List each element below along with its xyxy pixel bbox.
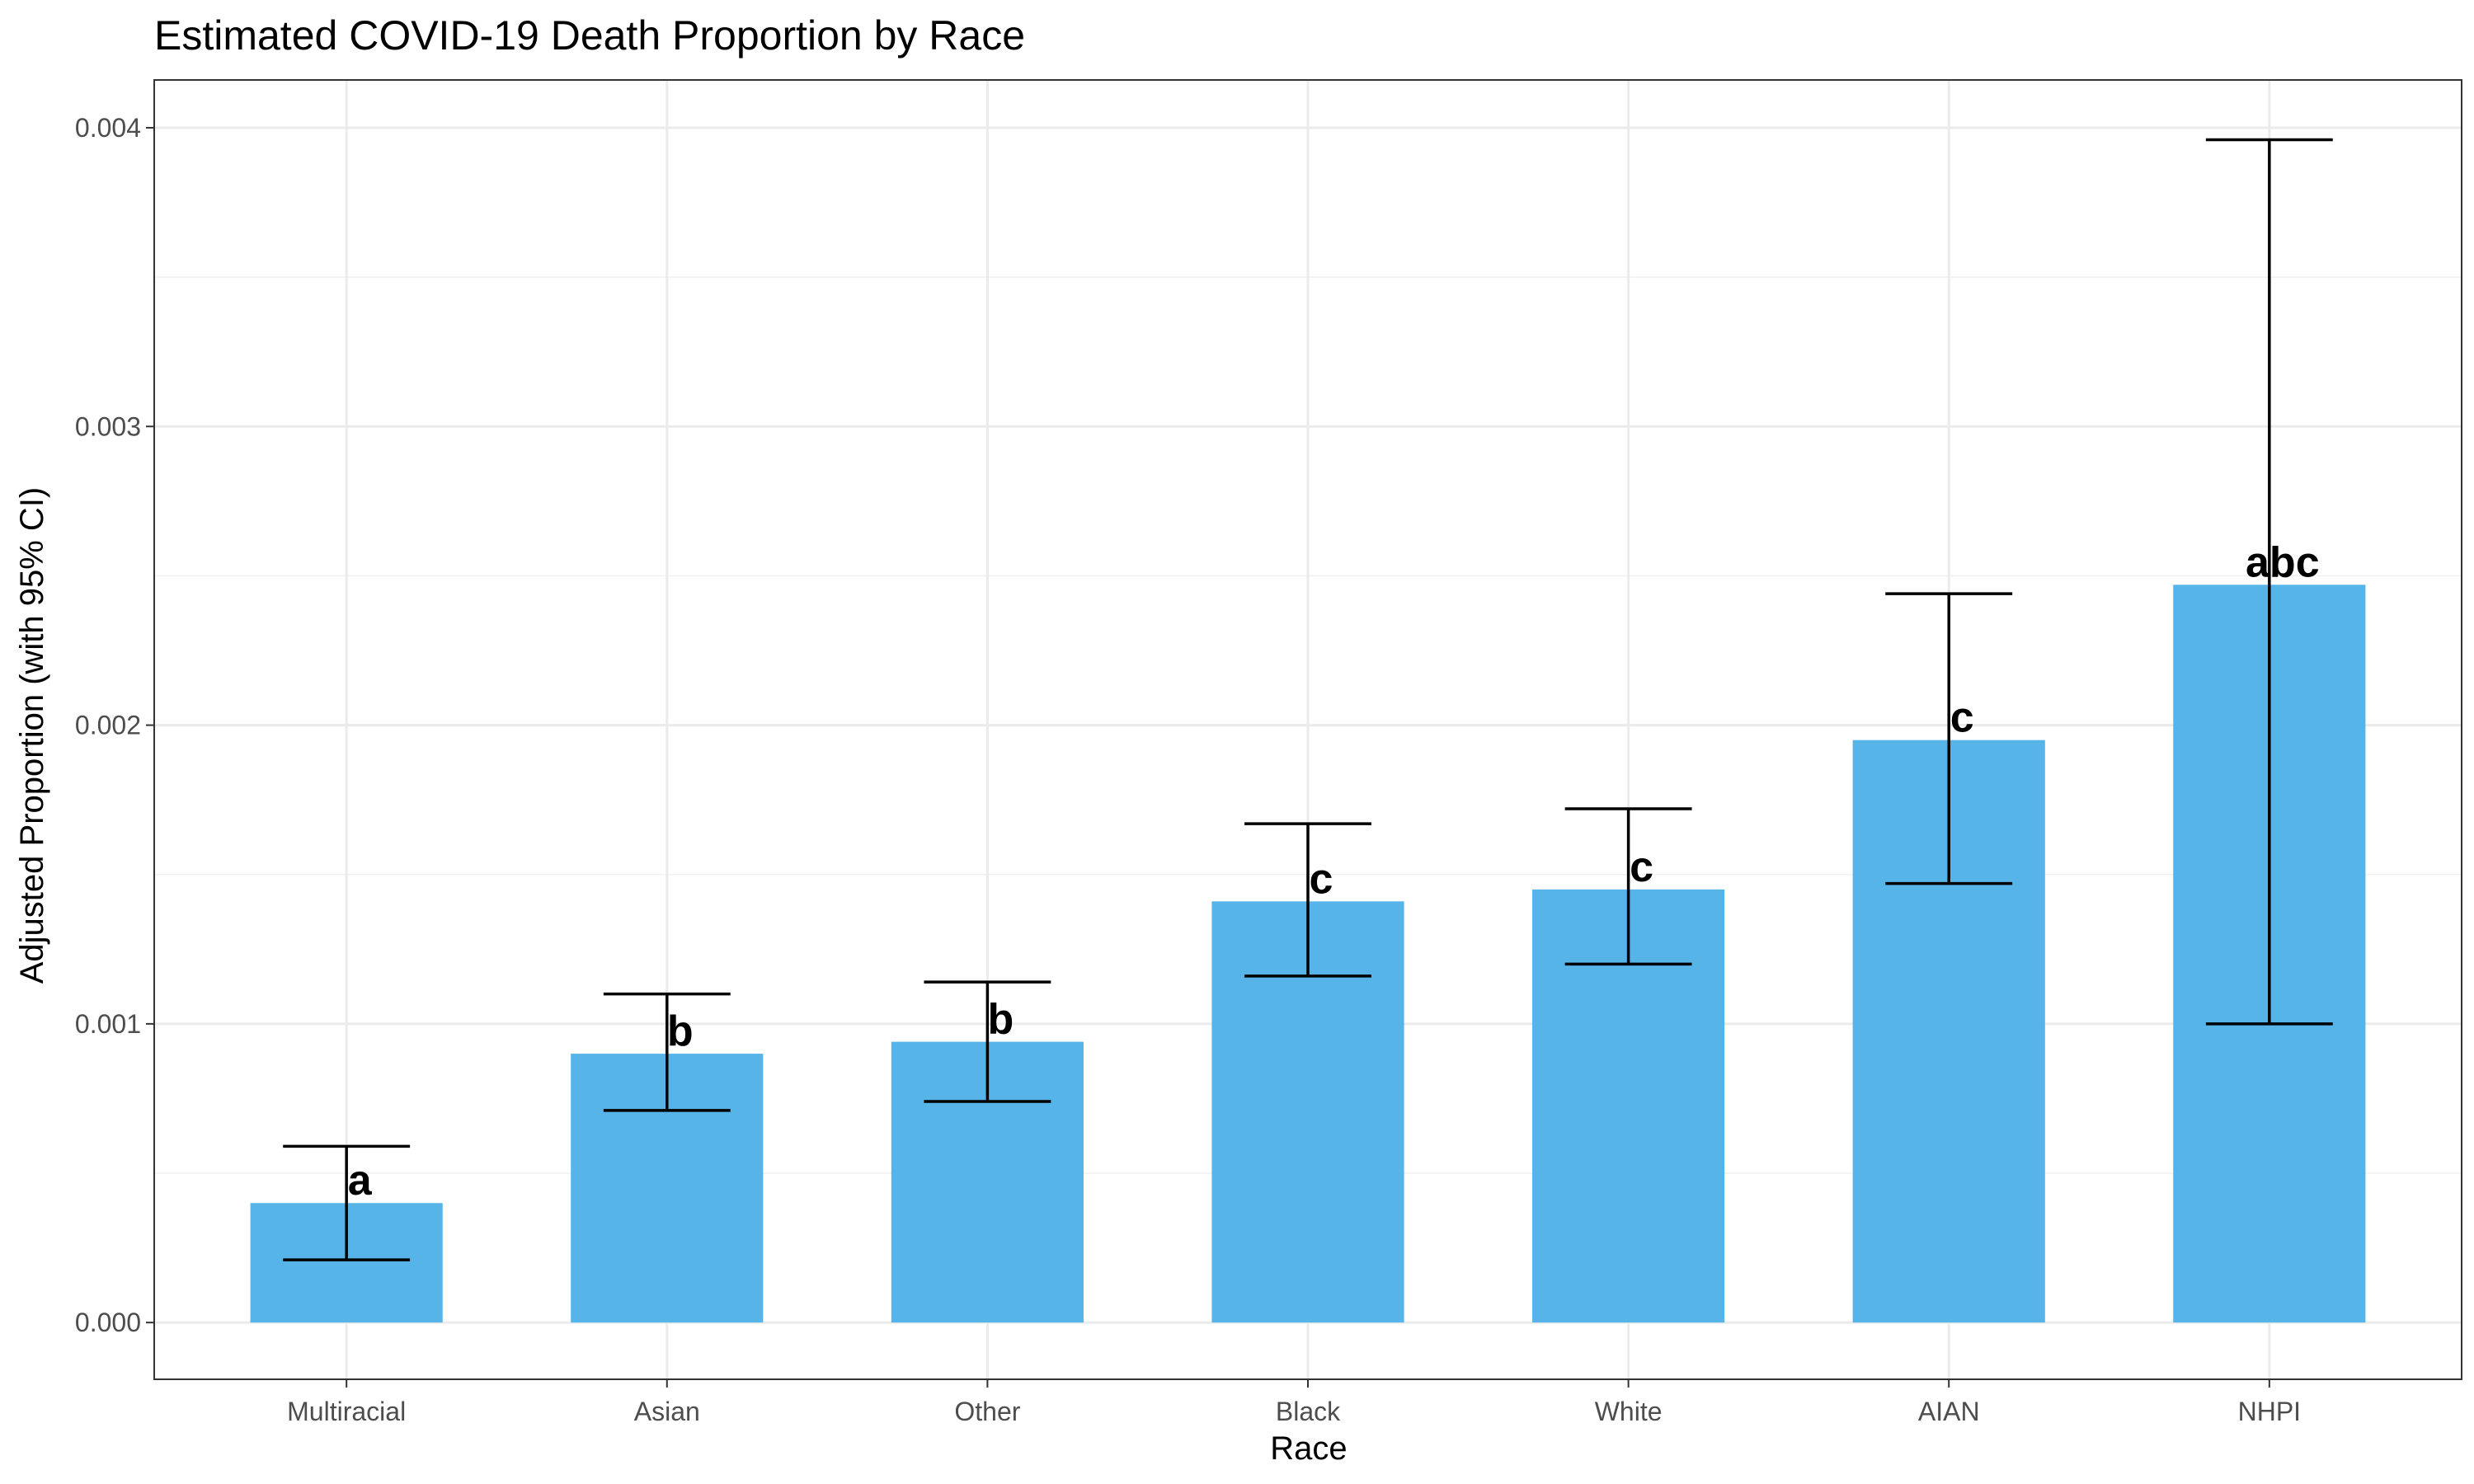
significance-label: b [988,996,1014,1044]
significance-label: abc [2246,538,2320,586]
y-tick-label: 0.004 [75,113,141,143]
significance-label: c [1630,843,1653,891]
error-bar-other [924,980,1051,1103]
x-axis-ticks: Multiracial Asian Other Black White AIAN NHPI [287,1379,2301,1426]
chart-title: Estimated COVID-19 Death Proportion by R… [154,12,1025,59]
x-tick-label: Other [954,1397,1020,1426]
y-tick-label: 0.000 [75,1308,141,1337]
error-bar-nhpi [2205,138,2333,1026]
x-tick-label: Multiracial [287,1397,406,1426]
error-bar-black [1244,822,1371,978]
y-tick-label: 0.001 [75,1009,141,1039]
x-tick-label: NHPI [2238,1397,2301,1426]
significance-label: c [1310,855,1333,903]
x-tick-label: Black [1276,1397,1341,1426]
significance-label: b [667,1007,694,1055]
x-tick-label: White [1595,1397,1663,1426]
y-axis-ticks: 0.000 0.001 0.002 0.003 0.004 [75,113,154,1337]
error-bar-aian [1885,592,2013,885]
error-bar-multiracial [283,1144,411,1261]
x-tick-label: AIAN [1918,1397,1980,1426]
x-tick-label: Asian [634,1397,700,1426]
significance-label: c [1950,694,1974,742]
error-bar-white [1564,807,1692,966]
error-bars [283,138,2333,1261]
significance-label: a [348,1157,373,1205]
significance-labels: a b b c c c abc [348,538,2320,1205]
y-tick-label: 0.003 [75,411,141,441]
x-axis-title: Race [1270,1430,1347,1467]
y-tick-label: 0.002 [75,711,141,740]
y-axis-title: Adjusted Proportion (with 95% CI) [14,487,50,984]
error-bar-asian [603,992,731,1112]
